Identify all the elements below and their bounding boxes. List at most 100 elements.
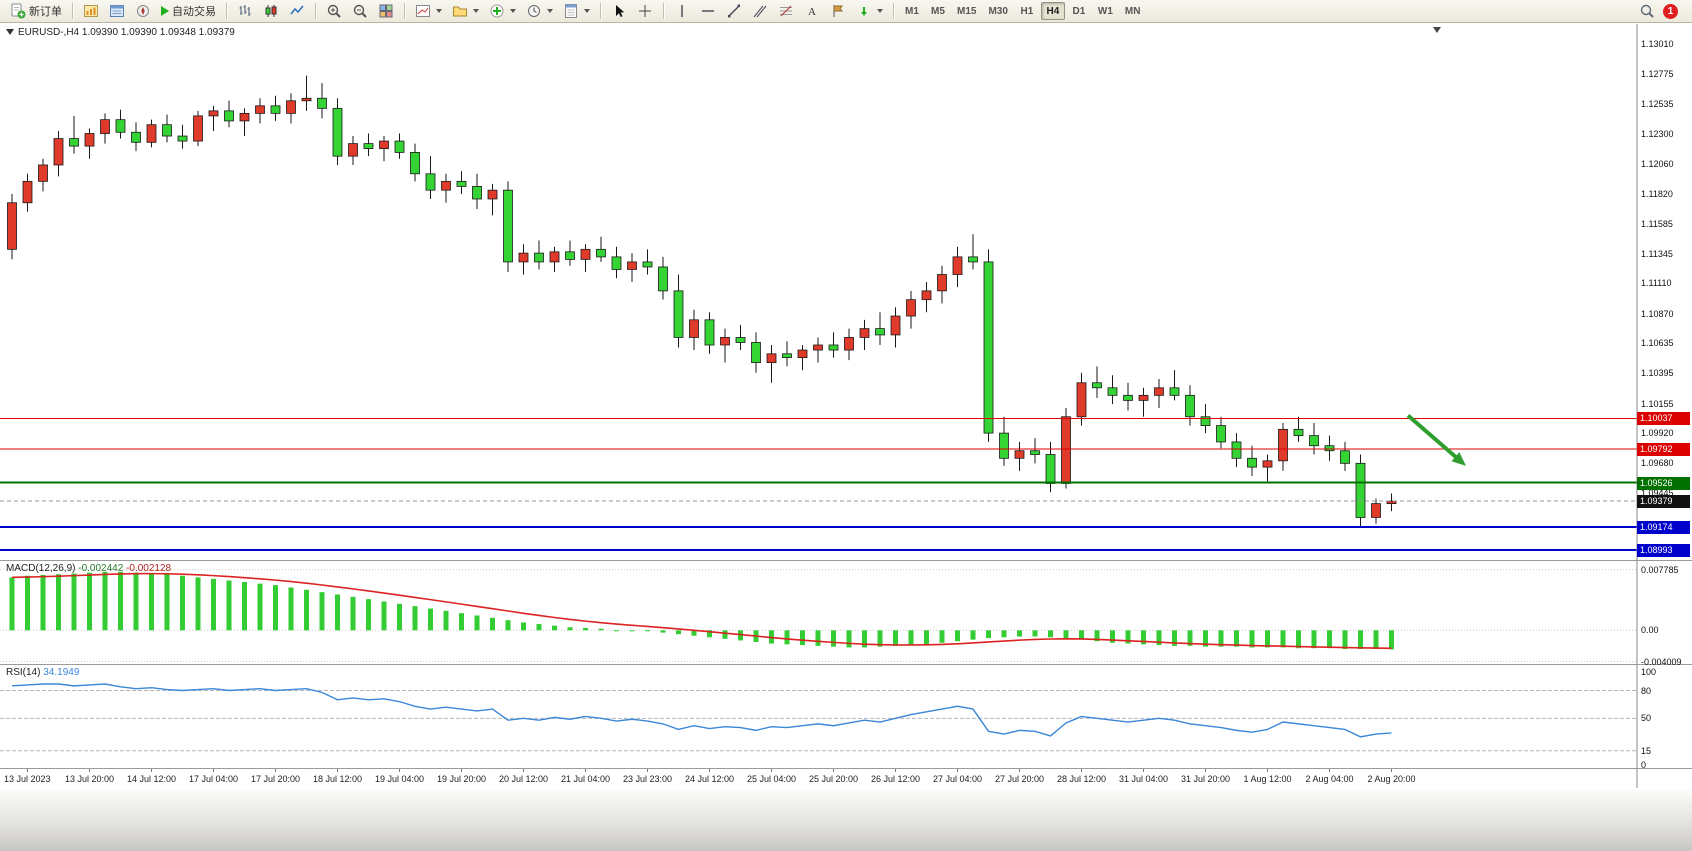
timeframe-m15-button[interactable]: M15 <box>952 2 981 20</box>
text-label-button[interactable] <box>826 1 850 21</box>
timeframe-mn-button[interactable]: MN <box>1120 2 1146 20</box>
cursor-button[interactable] <box>607 1 631 21</box>
toolbar-separator <box>226 3 227 19</box>
horizontal-line-icon <box>700 3 716 19</box>
price-scale[interactable] <box>1637 24 1692 788</box>
chevron-down-icon <box>510 9 516 13</box>
rsi-caption: RSI(14) 34.1949 <box>6 667 79 678</box>
auto-trading-play-icon <box>161 6 169 16</box>
new-order-label: 新订单 <box>29 6 62 18</box>
window-bottom-area <box>0 789 1692 851</box>
toolbar-separator <box>72 3 73 19</box>
notifications-badge[interactable]: 1 <box>1663 3 1678 19</box>
rsi-panel[interactable] <box>0 665 1692 768</box>
market-watch-button[interactable] <box>79 1 103 21</box>
chevron-down-icon <box>877 9 883 13</box>
timeframe-h4-button[interactable]: H4 <box>1040 2 1065 20</box>
chevron-down-icon <box>436 9 442 13</box>
time-scale-border <box>0 768 1692 769</box>
trendline-icon <box>726 3 742 19</box>
macd-main-value: -0.002442 <box>78 563 124 574</box>
panel-divider[interactable] <box>0 560 1692 561</box>
toolbar-separator <box>315 3 316 19</box>
new-chart-button[interactable] <box>411 1 446 21</box>
new-order-icon <box>10 3 26 19</box>
navigator-button[interactable] <box>131 1 155 21</box>
template-icon <box>563 3 579 19</box>
chart-caption: EURUSD-,H4 1.09390 1.09390 1.09348 1.093… <box>18 27 235 38</box>
tile-windows-icon <box>378 3 394 19</box>
toolbar-separator <box>600 3 601 19</box>
one-click-trading-expander[interactable] <box>6 29 14 35</box>
chevron-down-icon <box>473 9 479 13</box>
panel-divider[interactable] <box>0 664 1692 665</box>
crosshair-icon <box>637 3 653 19</box>
timeframe-d1-button[interactable]: D1 <box>1067 2 1091 20</box>
crosshair-button[interactable] <box>633 1 657 21</box>
text-icon: A <box>804 3 820 19</box>
price-chart-panel[interactable] <box>0 24 1692 560</box>
macd-label: MACD(12,26,9) <box>6 563 76 574</box>
rsi-label: RSI(14) <box>6 667 41 678</box>
market-watch-icon <box>83 3 99 19</box>
data-window-button[interactable] <box>105 1 129 21</box>
tile-windows-button[interactable] <box>374 1 398 21</box>
macd-signal-value: -0.002128 <box>126 563 172 574</box>
zoom-in-button[interactable] <box>322 1 346 21</box>
macd-caption: MACD(12,26,9) -0.002442 -0.002128 <box>6 563 171 574</box>
horizontal-line-button[interactable] <box>696 1 720 21</box>
text-button[interactable]: A <box>800 1 824 21</box>
templates-button[interactable] <box>559 1 594 21</box>
cursor-icon <box>611 3 627 19</box>
channel-button[interactable] <box>748 1 772 21</box>
svg-text:A: A <box>808 6 816 18</box>
trendline-button[interactable] <box>722 1 746 21</box>
line-chart-icon <box>289 3 305 19</box>
text-label-icon <box>830 3 846 19</box>
ohlc-bars-button[interactable] <box>233 1 257 21</box>
arrows-tool-icon <box>856 3 872 19</box>
toolbar-separator <box>893 3 894 19</box>
indicators-button[interactable] <box>485 1 520 21</box>
timeframe-m5-button[interactable]: M5 <box>926 2 950 20</box>
timeframe-w1-button[interactable]: W1 <box>1093 2 1118 20</box>
candlestick-chart-icon <box>263 3 279 19</box>
profiles-button[interactable] <box>448 1 483 21</box>
time-scale[interactable] <box>0 768 1692 788</box>
arrows-tool-button[interactable] <box>852 1 887 21</box>
profiles-icon <box>452 3 468 19</box>
line-chart-button[interactable] <box>285 1 309 21</box>
rsi-value: 34.1949 <box>43 667 80 678</box>
clock-icon <box>526 3 542 19</box>
toolbar-separator <box>663 3 664 19</box>
zoom-in-icon <box>326 3 342 19</box>
macd-panel[interactable] <box>0 561 1692 664</box>
fibonacci-icon <box>778 3 794 19</box>
new-chart-icon <box>415 3 431 19</box>
chevron-down-icon <box>547 9 553 13</box>
chevron-down-icon <box>584 9 590 13</box>
new-order-button[interactable]: 新订单 <box>6 1 66 21</box>
fibonacci-button[interactable] <box>774 1 798 21</box>
search-icon[interactable] <box>1639 3 1655 19</box>
indicators-icon <box>489 3 505 19</box>
timeframe-h1-button[interactable]: H1 <box>1015 2 1039 20</box>
auto-trading-label: 自动交易 <box>172 6 216 18</box>
vertical-line-icon <box>674 3 690 19</box>
symbol-ohlc-caption: EURUSD-,H4 1.09390 1.09390 1.09348 1.093… <box>18 27 235 38</box>
auto-trading-button[interactable]: 自动交易 <box>157 1 220 21</box>
timeframe-m30-button[interactable]: M30 <box>983 2 1012 20</box>
zoom-out-icon <box>352 3 368 19</box>
timeframe-m1-button[interactable]: M1 <box>900 2 924 20</box>
data-window-icon <box>109 3 125 19</box>
navigator-icon <box>135 3 151 19</box>
vertical-line-button[interactable] <box>670 1 694 21</box>
zoom-out-button[interactable] <box>348 1 372 21</box>
toolbar-separator <box>404 3 405 19</box>
channel-icon <box>752 3 768 19</box>
toolbar-right-group: 1 <box>1639 3 1678 19</box>
ohlc-bars-icon <box>237 3 253 19</box>
toolbar: 新订单 自动交易 <box>0 0 1692 23</box>
candlestick-chart-button[interactable] <box>259 1 283 21</box>
periods-button[interactable] <box>522 1 557 21</box>
